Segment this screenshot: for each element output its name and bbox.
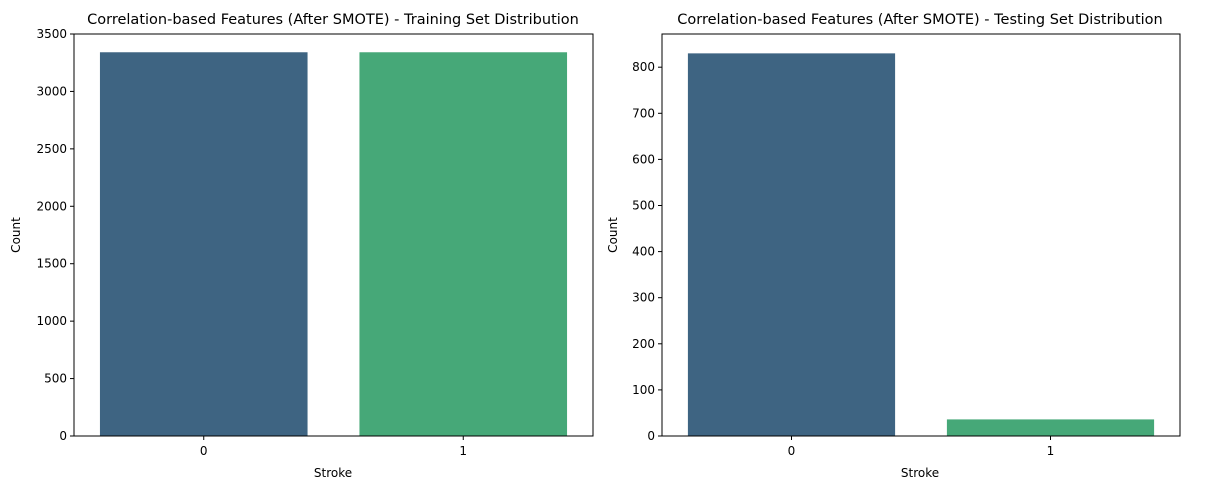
y-axis-ticks: 0 100 200 300 400 500 600 700 800 — [632, 60, 662, 443]
y-tick-label: 400 — [632, 245, 655, 259]
bar-1 — [359, 52, 568, 436]
y-tick-label: 1500 — [36, 257, 67, 271]
x-tick-label: 0 — [788, 444, 796, 458]
y-tick-label: 100 — [632, 383, 655, 397]
training-set-chart: Correlation-based Features (After SMOTE)… — [9, 12, 594, 480]
chart-title: Correlation-based Features (After SMOTE)… — [87, 12, 579, 28]
y-tick-label: 0 — [59, 429, 67, 443]
y-tick-label: 300 — [632, 291, 655, 305]
y-tick-label: 200 — [632, 337, 655, 351]
bar-0 — [687, 53, 896, 436]
y-tick-label: 3500 — [36, 27, 67, 41]
y-tick-label: 500 — [632, 198, 655, 212]
y-tick-label: 3000 — [36, 84, 67, 98]
testing-set-chart: Correlation-based Features (After SMOTE)… — [606, 12, 1181, 480]
x-tick-label: 1 — [1047, 444, 1055, 458]
bars-group — [99, 52, 568, 436]
y-axis-label: Count — [606, 217, 620, 253]
x-tick-label: 0 — [200, 444, 208, 458]
x-axis-label: Stroke — [901, 466, 939, 480]
y-axis-ticks: 0 500 1000 1500 2000 2500 3000 3500 — [36, 27, 74, 443]
bar-1 — [946, 419, 1155, 436]
y-tick-label: 1000 — [36, 314, 67, 328]
y-tick-label: 800 — [632, 60, 655, 74]
axes-frame — [73, 33, 594, 437]
y-tick-label: 2000 — [36, 199, 67, 213]
y-tick-label: 500 — [44, 372, 67, 386]
y-axis-label: Count — [9, 217, 23, 253]
y-tick-label: 0 — [647, 429, 655, 443]
y-tick-label: 700 — [632, 106, 655, 120]
x-tick-label: 1 — [459, 444, 467, 458]
bar-0 — [99, 52, 308, 436]
y-tick-label: 2500 — [36, 142, 67, 156]
x-axis-label: Stroke — [314, 466, 352, 480]
y-tick-label: 600 — [632, 152, 655, 166]
bars-group — [687, 53, 1155, 436]
axes-frame — [661, 33, 1181, 437]
chart-title: Correlation-based Features (After SMOTE)… — [677, 12, 1162, 28]
